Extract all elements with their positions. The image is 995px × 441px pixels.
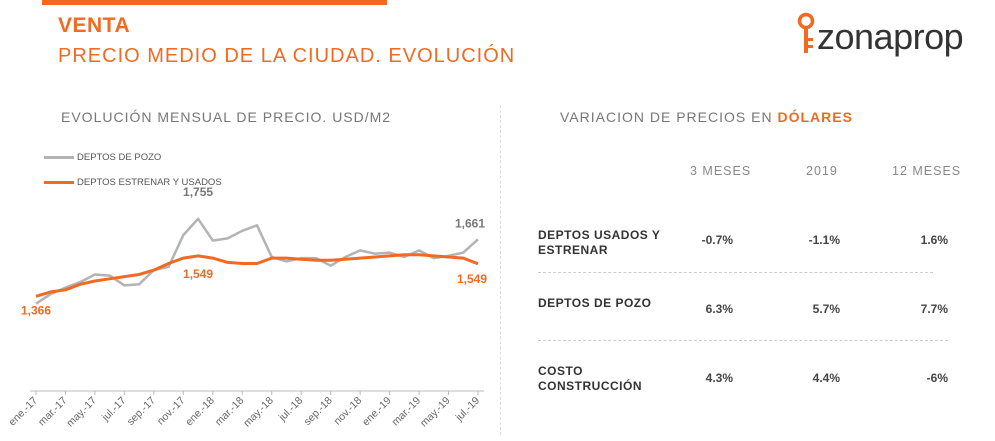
cell-pozo-3m: 6.3% <box>705 302 733 316</box>
table-title-prefix: VARIACION DE PRECIOS EN <box>560 109 778 125</box>
cell-pozo-2019: 5.7% <box>812 302 840 316</box>
x-tick-label: may.-17 <box>64 395 99 430</box>
top-accent-bar <box>42 0 387 5</box>
cell-usados-12m: 1.6% <box>920 233 948 247</box>
row-separator <box>538 272 933 273</box>
data-label: 1,366 <box>21 303 51 317</box>
col-header-12m: 12 MESES <box>892 164 962 178</box>
page-title: VENTA <box>58 14 131 37</box>
legend-item-estrenar: DEPTOS ESTRENAR Y USADOS <box>44 176 222 190</box>
table-section-title: VARIACION DE PRECIOS EN DÓLARES <box>560 109 853 125</box>
key-icon <box>797 12 815 53</box>
legend-label-estrenar: DEPTOS ESTRENAR Y USADOS <box>77 177 222 188</box>
cell-pozo-12m: 7.7% <box>920 302 948 316</box>
legend-swatch-gray <box>44 155 74 159</box>
x-tick-label: may.-19 <box>418 395 453 430</box>
page-subtitle: PRECIO MEDIO DE LA CIUDAD. EVOLUCIÓN <box>58 45 516 67</box>
logo-text: zonaprop <box>817 16 964 57</box>
section-divider <box>500 105 501 435</box>
x-tick-label: sep.-17 <box>125 395 158 428</box>
zonaprop-logo: zonaprop <box>793 8 993 60</box>
data-label: 1,549 <box>457 272 487 286</box>
chart-section-title: EVOLUCIÓN MENSUAL DE PRECIO. USD/M2 <box>61 109 392 125</box>
x-tick-label: mar.-17 <box>36 395 70 429</box>
data-label: 1,755 <box>183 185 213 199</box>
row-label-usados: DEPTOS USADOS Y ESTRENAR <box>538 228 661 257</box>
x-tick-label: nov.-17 <box>155 395 188 428</box>
x-tick-label: ene.-18 <box>183 395 217 429</box>
row-label-costo: COSTO CONSTRUCCIÓN <box>538 364 642 393</box>
col-header-2019: 2019 <box>806 164 838 178</box>
x-tick-label: nov.-18 <box>332 395 365 428</box>
legend-item-pozo: DEPTOS DE POZO <box>44 151 161 165</box>
x-tick-label: ene.-17 <box>6 395 40 429</box>
x-tick-label: jul.-19 <box>453 395 483 425</box>
cell-costo-3m: 4.3% <box>705 371 733 385</box>
row-separator <box>538 340 948 341</box>
x-tick-label: mar.-19 <box>390 395 424 429</box>
cell-costo-12m: -6% <box>926 371 948 385</box>
x-tick-label: may.-18 <box>241 395 276 430</box>
data-label: 1,661 <box>455 216 485 230</box>
table-title-highlight: DÓLARES <box>777 109 853 125</box>
x-tick-label: mar.-18 <box>213 395 247 429</box>
x-tick-label: sep.-18 <box>302 395 335 428</box>
row-label-pozo: DEPTOS DE POZO <box>538 296 652 310</box>
series-line-estrenar <box>35 253 479 298</box>
data-label: 1,549 <box>183 267 213 281</box>
col-header-3m: 3 MESES <box>690 164 752 178</box>
cell-usados-3m: -0.7% <box>701 233 733 247</box>
legend-label-pozo: DEPTOS DE POZO <box>77 152 162 163</box>
cell-usados-2019: -1.1% <box>808 233 840 247</box>
legend-swatch-orange <box>44 180 74 184</box>
cell-costo-2019: 4.4% <box>812 371 840 385</box>
series-line-pozo <box>35 217 479 305</box>
x-tick-label: ene.-19 <box>360 395 394 429</box>
